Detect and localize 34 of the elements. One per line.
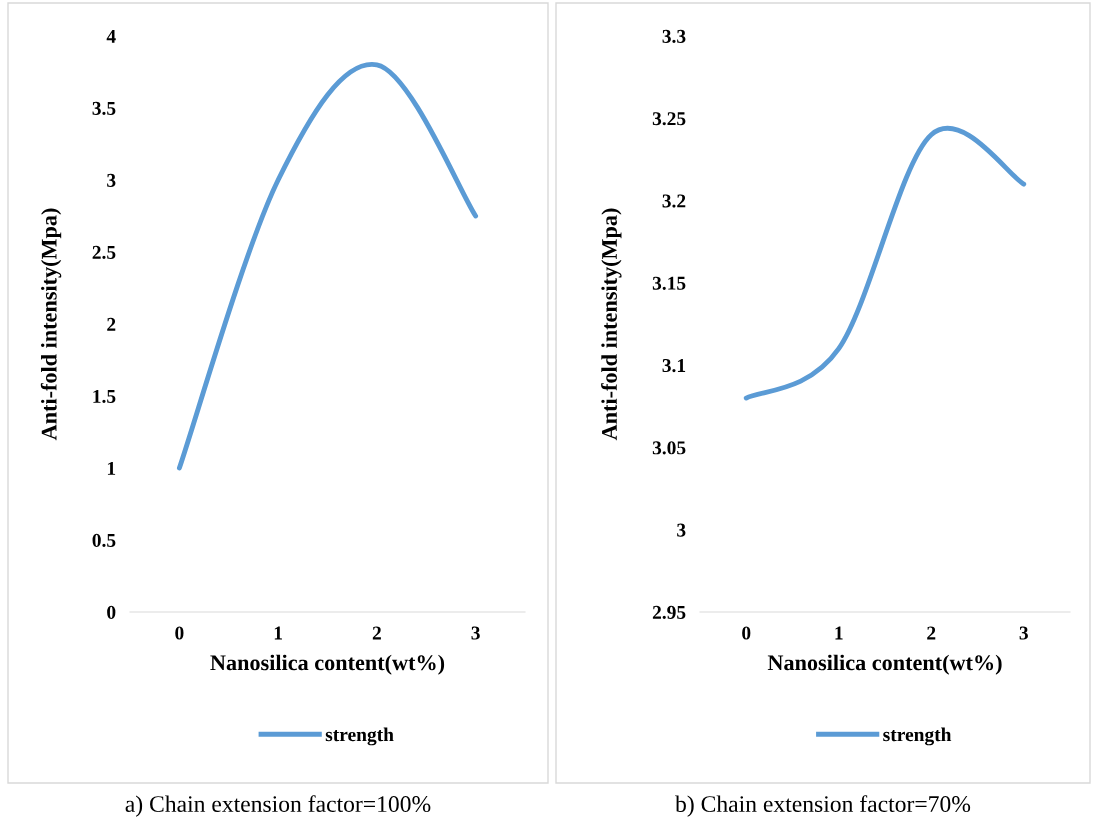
x-axis-title: Nanosilica content(wt%)	[210, 654, 445, 675]
y-tick-label: 2.5	[92, 245, 116, 260]
y-axis-title: Anti-fold intensity(Mpa)	[601, 208, 622, 441]
y-tick-label: 2.95	[652, 605, 686, 620]
x-tick-label: 0	[742, 626, 751, 640]
x-tick-label: 2	[927, 626, 936, 640]
y-tick-label: 3.5	[92, 101, 116, 116]
x-tick-label: 1	[274, 626, 282, 640]
y-tick-label: 4	[106, 29, 116, 43]
y-tick-label: 3.15	[652, 276, 686, 290]
y-tick-label: 3.2	[662, 194, 686, 208]
x-axis-title: Nanosilica content(wt%)	[767, 654, 1002, 675]
y-tick-label: 3.05	[652, 441, 686, 455]
y-tick-label: 1	[107, 461, 116, 475]
x-tick-label: 3	[1019, 626, 1028, 640]
y-axis-title: Anti-fold intensity(Mpa)	[40, 208, 62, 441]
line-series	[176, 62, 479, 471]
y-tick-label: 3	[107, 173, 116, 187]
y-tick-label: 3.3	[662, 29, 686, 44]
y-tick-label: 0	[107, 605, 116, 619]
x-tick-label: 1	[835, 626, 843, 640]
y-tick-label: 1.5	[93, 389, 116, 404]
text: a) Chain extension factor=100%	[125, 795, 431, 817]
legend-label: strength	[325, 727, 394, 746]
y-tick-label: 3	[677, 523, 686, 537]
y-tick-label: 2	[107, 317, 116, 331]
x-tick-label: 2	[372, 626, 381, 640]
legend-label: strength	[883, 727, 952, 746]
y-tick-label: 3.25	[652, 112, 686, 126]
y-tick-label: 3.1	[662, 359, 686, 373]
x-tick-label: 3	[471, 626, 480, 640]
y-tick-label: 0.5	[92, 533, 116, 548]
x-tick-label: 0	[175, 626, 184, 640]
text: b) Chain extension factor=70%	[675, 795, 971, 817]
